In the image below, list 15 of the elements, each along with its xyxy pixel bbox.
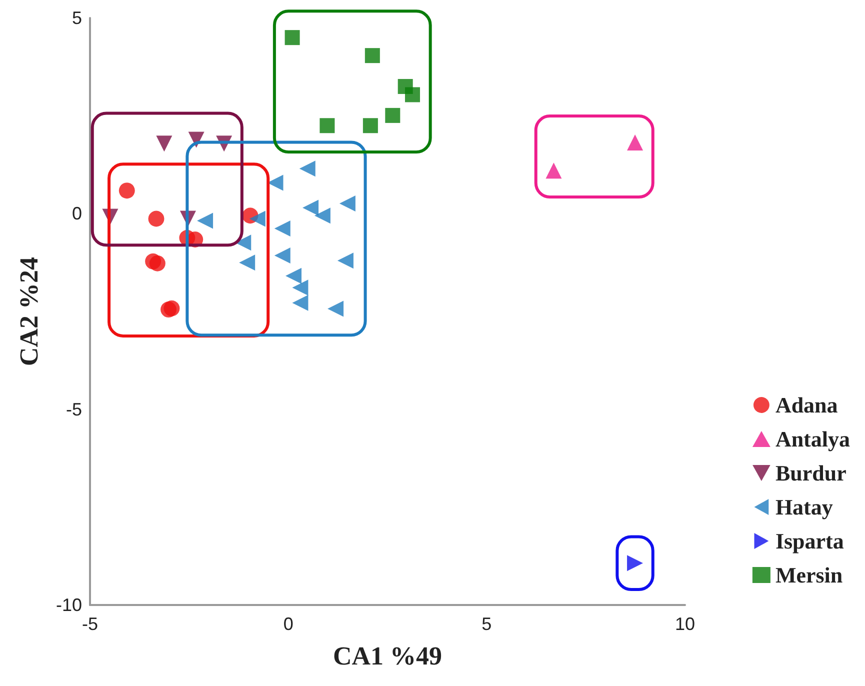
legend-label: Antalya bbox=[775, 426, 850, 452]
y-axis-title: CA2 %24 bbox=[14, 256, 44, 366]
legend-label: Adana bbox=[775, 392, 838, 418]
legend-label: Mersin bbox=[775, 562, 843, 588]
x-tick-label: 0 bbox=[283, 614, 294, 634]
x-tick-label: 10 bbox=[674, 614, 696, 634]
x-tick-label: 5 bbox=[482, 614, 492, 634]
legend-label: Isparta bbox=[775, 528, 844, 554]
y-tick-label: 0 bbox=[72, 204, 82, 224]
y-tick-label: 5 bbox=[72, 8, 82, 28]
legend-label: Burdur bbox=[775, 460, 847, 486]
y-tick-label: -10 bbox=[56, 595, 82, 615]
y-tick-label: -5 bbox=[66, 399, 82, 420]
legend-label: Hatay bbox=[775, 494, 833, 520]
x-axis-title: CA1 %49 bbox=[332, 642, 442, 670]
